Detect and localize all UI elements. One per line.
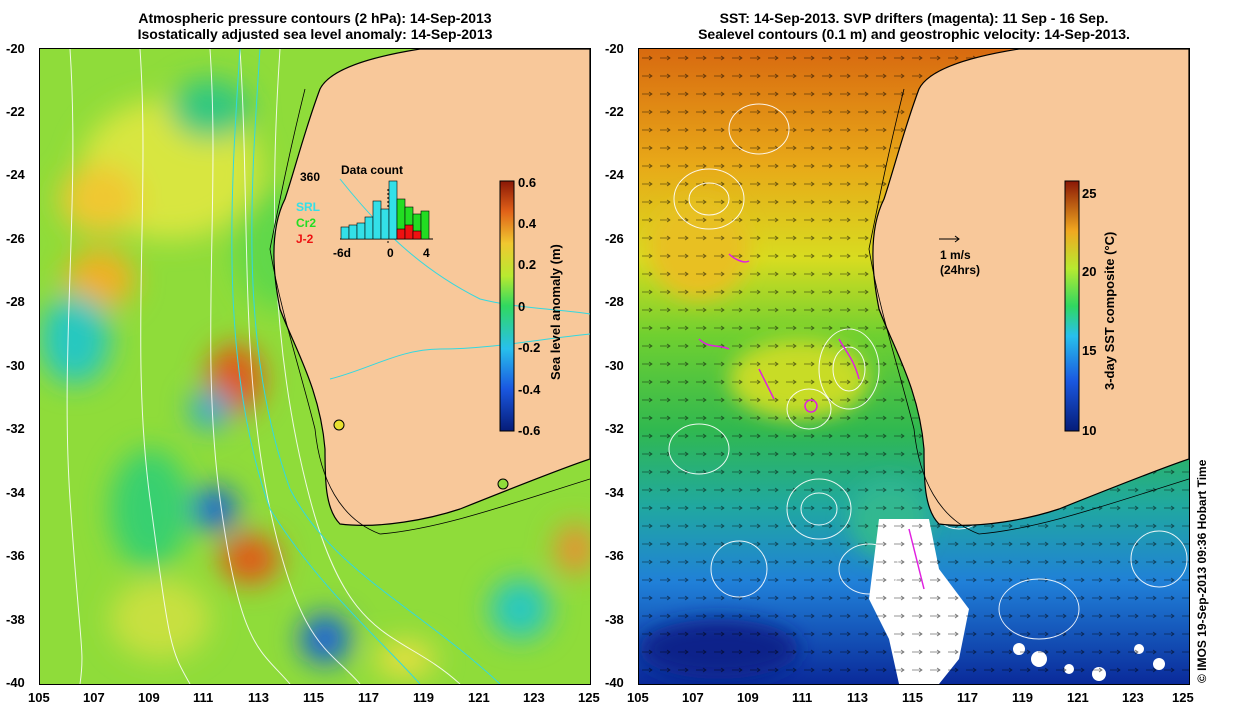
scale-arrow-duration: (24hrs)	[940, 263, 981, 277]
right-lat-label: -22	[605, 104, 624, 119]
left-title-line1: Atmospheric pressure contours (2 hPa): 1…	[138, 10, 492, 26]
legend-cr2: Cr2	[296, 216, 317, 230]
sst-cb-tick-0: 25	[1082, 186, 1097, 201]
legend-srl: SRL	[296, 200, 320, 214]
sst-map-graphic	[639, 49, 1189, 684]
inset-xtick-2: 4	[423, 246, 430, 260]
right-lon-label: 111	[792, 690, 813, 705]
left-lon-label: 115	[303, 690, 324, 705]
left-lon-label: 117	[358, 690, 379, 705]
left-lat-label: -26	[6, 231, 25, 246]
sst-colorbar	[1064, 180, 1080, 432]
left-lat-label: -28	[6, 294, 25, 309]
right-lon-label: 115	[902, 690, 923, 705]
sst-cb-tick-2: 15	[1082, 343, 1097, 358]
sst-colorbar-label: 3-day SST composite (°C)	[1102, 231, 1117, 390]
inset-xtick-0: -6d	[333, 246, 351, 260]
left-lon-label: 111	[193, 690, 214, 705]
sla-cb-tick-1: 0.4	[518, 216, 537, 231]
right-lon-label: 109	[737, 690, 759, 705]
right-lon-label: 123	[1122, 690, 1144, 705]
sla-cb-tick-6: -0.6	[518, 423, 541, 438]
left-lat-label: -34	[6, 485, 25, 500]
right-lat-label: -38	[605, 612, 624, 627]
inset-xtick-1: 0	[387, 246, 394, 260]
right-lat-label: -36	[605, 548, 624, 563]
left-lon-label: 105	[28, 690, 50, 705]
right-lon-label: 105	[627, 690, 649, 705]
scale-arrow-speed: 1 m/s	[940, 248, 971, 262]
left-lat-label: -22	[6, 104, 25, 119]
right-lat-label: -20	[605, 41, 624, 56]
left-lat-label: -36	[6, 548, 25, 563]
sst-map[interactable]	[638, 48, 1190, 685]
left-lat-label: -20	[6, 41, 25, 56]
sla-cb-tick-3: 0	[518, 299, 526, 314]
sla-cb-tick-2: 0.2	[518, 257, 537, 272]
left-lat-label: -30	[6, 358, 25, 373]
right-lon-label: 125	[1172, 690, 1194, 705]
inset-title: Data count	[341, 163, 404, 177]
sea-level-anomaly-map[interactable]	[39, 48, 591, 685]
left-lon-label: 119	[413, 690, 434, 705]
right-lon-label: 117	[957, 690, 978, 705]
right-lat-label: -34	[605, 485, 624, 500]
sla-cb-tick-4: -0.2	[518, 340, 541, 355]
legend-j2: J-2	[296, 232, 314, 246]
velocity-scale-arrow	[939, 235, 960, 243]
right-lat-label: -24	[605, 167, 624, 182]
right-lon-label: 121	[1067, 690, 1089, 705]
right-lat-label: -32	[605, 421, 624, 436]
sst-cb-tick-3: 10	[1082, 423, 1097, 438]
left-lon-label: 121	[468, 690, 490, 705]
data-count-histogram	[340, 180, 433, 243]
sla-map-graphic	[40, 49, 590, 684]
right-lon-label: 119	[1012, 690, 1033, 705]
right-lon-label: 113	[847, 690, 868, 705]
sla-cb-tick-5: -0.4	[518, 382, 541, 397]
right-lon-label: 107	[682, 690, 704, 705]
right-title-line2: Sealevel contours (0.1 m) and geostrophi…	[698, 26, 1130, 42]
inset-ymax: 360	[300, 170, 321, 184]
sst-cb-tick-1: 20	[1082, 264, 1097, 279]
left-lat-label: -24	[6, 167, 25, 182]
left-lon-label: 107	[83, 690, 105, 705]
right-lat-label: -30	[605, 358, 624, 373]
sla-cb-tick-0: 0.6	[518, 175, 537, 190]
sla-colorbar-label: Sea level anomaly (m)	[548, 244, 563, 380]
left-lat-label: -40	[6, 675, 25, 690]
right-title-line1: SST: 14-Sep-2013. SVP drifters (magenta)…	[719, 10, 1109, 26]
sla-colorbar	[499, 180, 515, 432]
imos-credit: © IMOS 19-Sep-2013 09:36 Hobart Time	[1195, 459, 1209, 683]
right-lat-label: -26	[605, 231, 624, 246]
right-lat-label: -28	[605, 294, 624, 309]
left-lon-label: 123	[523, 690, 545, 705]
left-title-line2: Isostatically adjusted sea level anomaly…	[137, 26, 493, 42]
left-lon-label: 113	[248, 690, 269, 705]
right-lat-label: -40	[605, 675, 624, 690]
australia-landmass	[872, 49, 1189, 526]
left-lon-label: 109	[138, 690, 160, 705]
left-lon-label: 125	[578, 690, 600, 705]
left-lat-label: -38	[6, 612, 25, 627]
left-lat-label: -32	[6, 421, 25, 436]
